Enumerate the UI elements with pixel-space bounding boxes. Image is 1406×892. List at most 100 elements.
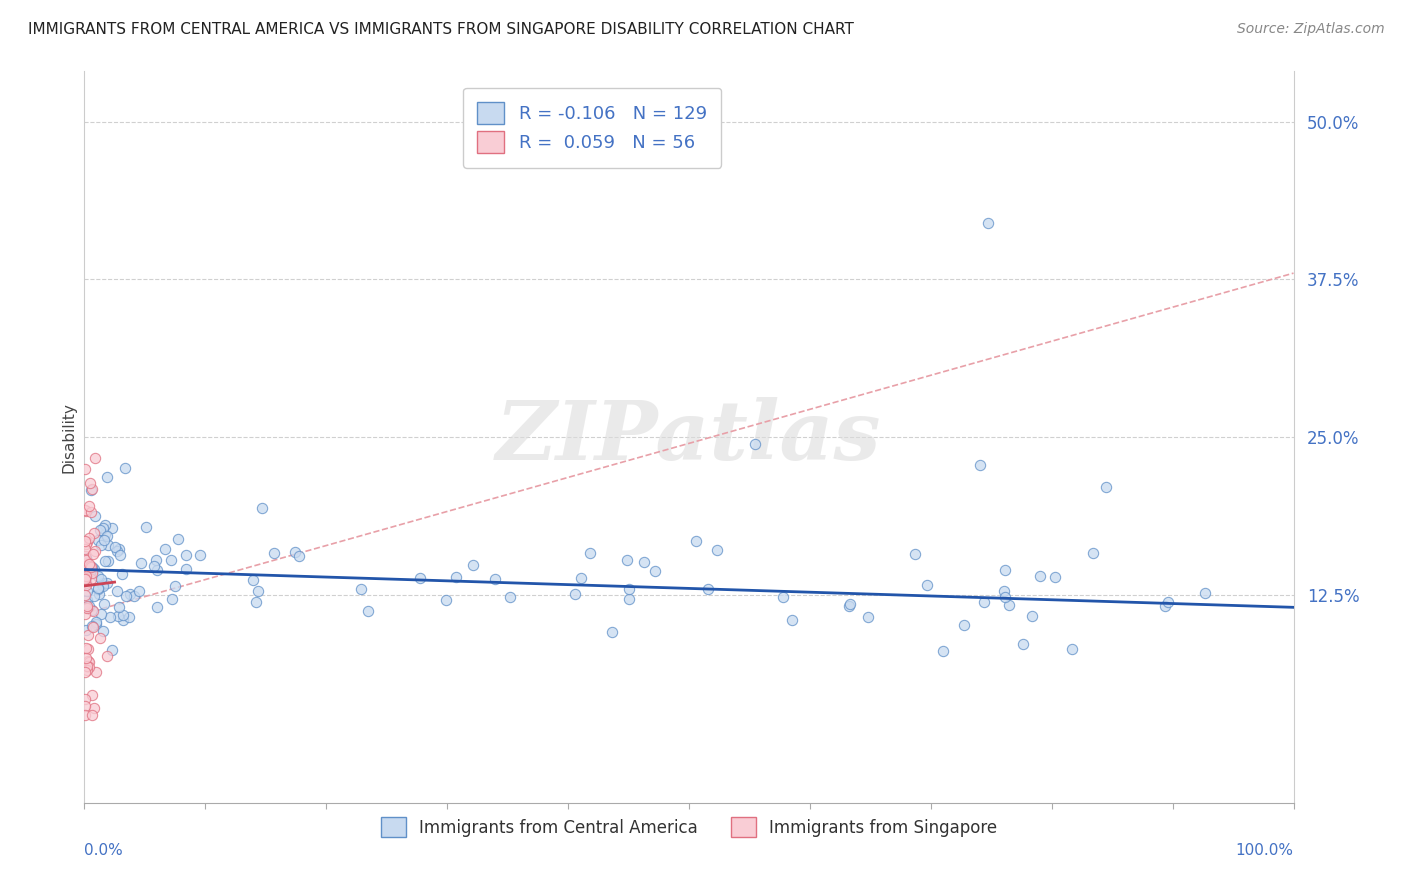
Point (76, 663, 98, 677)
Point (619, 582, 641, 596)
Point (75, 691, 97, 706)
Point (77, 628, 100, 642)
Point (408, 571, 430, 585)
Point (578, 545, 600, 559)
Point (107, 542, 129, 557)
Point (84, 665, 107, 679)
Point (644, 564, 666, 578)
Point (904, 547, 927, 561)
Point (838, 599, 860, 613)
Point (973, 595, 995, 609)
Point (80, 602, 103, 616)
Point (90, 572, 112, 586)
Point (633, 556, 655, 570)
Point (564, 587, 586, 601)
Point (112, 613, 135, 627)
Point (917, 577, 939, 591)
Point (569, 570, 592, 584)
Point (73, 570, 96, 584)
Point (87, 582, 110, 596)
Point (80, 688, 103, 702)
Point (96, 648, 118, 663)
Point (80, 572, 103, 586)
Point (80, 559, 103, 574)
Point (128, 584, 150, 599)
Point (80, 483, 103, 498)
Point (90, 577, 112, 591)
Point (75, 542, 97, 557)
Point (96, 575, 118, 590)
Point (1153, 599, 1175, 613)
Point (80, 707, 103, 722)
Point (93, 579, 115, 593)
Point (1194, 586, 1216, 600)
Point (87, 533, 110, 548)
Point (952, 618, 974, 632)
Point (96, 469, 118, 483)
Point (84, 615, 107, 630)
Point (75, 569, 97, 583)
Point (114, 460, 136, 475)
Point (93, 533, 115, 548)
Point (252, 500, 274, 515)
Point (91, 576, 114, 591)
Point (77, 599, 100, 614)
Point (76, 584, 98, 599)
Point (744, 436, 766, 450)
Point (838, 597, 860, 611)
Point (82, 620, 104, 634)
Point (73, 462, 96, 476)
Point (75, 572, 97, 586)
Point (434, 593, 457, 607)
Point (993, 584, 1015, 599)
Point (75, 504, 97, 518)
Point (977, 216, 1000, 230)
Point (82, 619, 104, 633)
Text: IMMIGRANTS FROM CENTRAL AMERICA VS IMMIGRANTS FROM SINGAPORE DISABILITY CORRELAT: IMMIGRANTS FROM CENTRAL AMERICA VS IMMIG… (28, 22, 853, 37)
Point (77, 654, 100, 668)
Point (91, 624, 114, 638)
Point (80, 566, 103, 580)
Point (87, 569, 110, 583)
Point (616, 553, 638, 567)
Point (97, 554, 120, 568)
Point (100, 643, 122, 657)
Point (115, 589, 138, 603)
Text: 0.0%: 0.0% (84, 843, 124, 858)
Point (780, 613, 803, 627)
Point (160, 592, 183, 607)
Point (246, 584, 269, 599)
Point (1062, 641, 1084, 656)
Point (174, 561, 197, 575)
Point (1011, 636, 1033, 650)
Point (75, 552, 97, 566)
Point (82, 482, 104, 496)
Point (75, 549, 97, 563)
Point (117, 609, 139, 624)
Point (75, 651, 97, 665)
Point (80, 505, 103, 519)
Text: ZIPatlas: ZIPatlas (496, 397, 882, 477)
Point (484, 572, 506, 586)
Point (619, 591, 641, 606)
Point (101, 521, 124, 535)
Point (75, 607, 97, 622)
Point (685, 534, 707, 549)
Point (105, 543, 128, 558)
Point (89, 632, 111, 646)
Point (73, 588, 96, 602)
Text: Source: ZipAtlas.com: Source: ZipAtlas.com (1237, 22, 1385, 37)
Point (349, 582, 371, 596)
Point (146, 600, 169, 615)
Point (131, 556, 153, 570)
Point (84, 450, 107, 465)
Point (73, 570, 96, 584)
Point (87, 587, 110, 601)
Point (245, 595, 267, 609)
Point (98, 610, 121, 624)
Point (75, 551, 97, 566)
Point (76, 556, 98, 570)
Point (994, 590, 1017, 604)
Point (105, 584, 128, 599)
Point (75, 578, 97, 592)
